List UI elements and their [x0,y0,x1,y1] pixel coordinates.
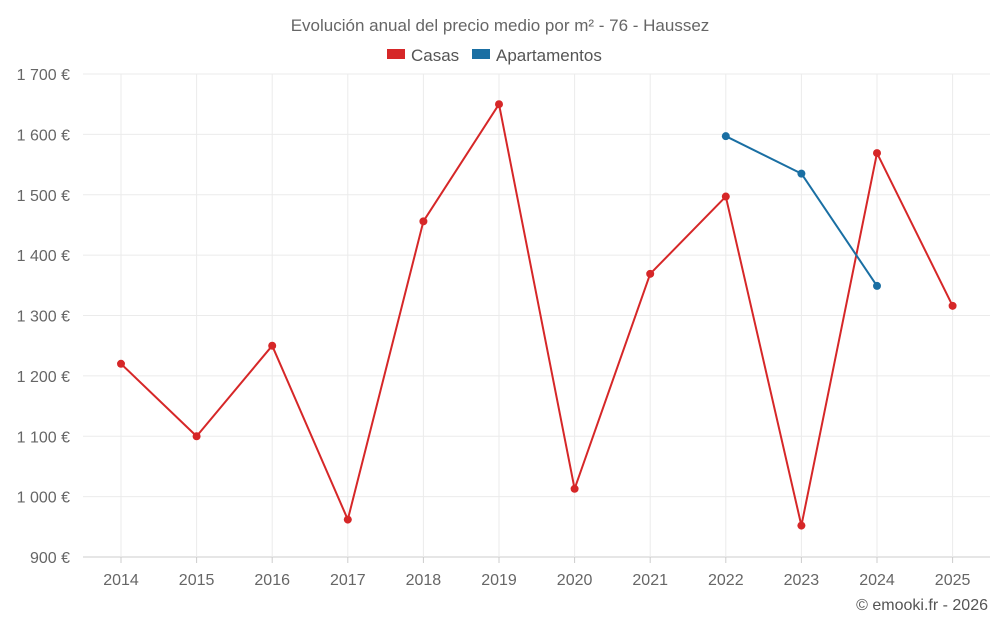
data-point-apartamentos-2023[interactable]: Apartamentos 2023: 1535 € [797,169,806,178]
credit-text: © emooki.fr - 2026 [856,597,988,614]
data-point-casas-2018[interactable]: Casas 2018: 1456 € [419,217,428,226]
legend-label-casas: Casas [411,46,459,65]
x-tick-label: 2020 [557,572,593,589]
y-tick-label: 1 100 € [17,429,70,446]
series-line-casas [120,103,954,527]
x-tick-label: 2023 [784,572,820,589]
x-tick-label: 2025 [935,572,971,589]
x-tick-label: 2014 [103,572,139,589]
data-point-casas-2014[interactable]: Casas 2014: 1220 € [117,359,125,368]
y-tick-label: 1 400 € [17,248,70,265]
y-tick-label: 900 € [30,550,70,567]
legend-swatch-apartamentos [472,49,490,59]
x-gridlines [120,74,954,557]
x-tick-label: 2018 [406,572,442,589]
legend-item-apartamentos[interactable]: Apartamentos [472,46,602,65]
data-point-apartamentos-2024[interactable]: Apartamentos 2024: 1349 € [873,281,881,290]
x-tick-label: 2015 [179,572,215,589]
x-tick-label: 2024 [859,572,895,589]
y-tick-label: 1 500 € [17,188,70,205]
y-tick-label: 1 600 € [17,127,70,144]
x-tick-label: 2017 [330,572,366,589]
x-tick-label: 2019 [481,572,517,589]
data-point-casas-2020[interactable]: Casas 2020: 1013 € [570,484,579,493]
legend-label-apartamentos: Apartamentos [496,46,602,65]
x-axis: 2014 2015 2016 2017 2018 2019 2020 2021 2022 2023… [103,557,970,589]
data-point-casas-2019[interactable]: Casas 2019: 1650 € [495,100,503,109]
x-tick-label: 2021 [632,572,668,589]
data-point-casas-2023[interactable]: Casas 2023: 952 € [797,521,806,530]
y-gridlines [83,73,990,558]
data-point-casas-2024[interactable]: Casas 2024: 1569 € [873,149,881,158]
y-tick-label: 1 300 € [17,309,70,326]
legend-swatch-casas [387,49,405,59]
data-point-apartamentos-2022[interactable]: Apartamentos 2022: 1597 € [721,132,730,141]
chart-title: Evolución anual del precio medio por m² … [291,16,710,35]
data-point-casas-2017[interactable]: Casas 2017: 962 € [343,515,352,524]
legend: Casas Apartamentos [387,46,602,65]
x-tick-label: 2016 [254,572,290,589]
data-point-casas-2016[interactable]: Casas 2016: 1250 € [268,341,277,350]
data-point-casas-2022[interactable]: Casas 2022: 1497 € [721,192,730,201]
y-tick-label: 1 200 € [17,369,70,386]
data-point-casas-2021[interactable]: Casas 2021: 1369 € [646,269,655,278]
y-axis: 900 € 1 000 € 1 100 € 1 200 € 1 300 € 1 400 €… [17,67,70,567]
x-tick-label: 2022 [708,572,744,589]
y-tick-label: 1 000 € [17,490,70,507]
data-point-casas-2025[interactable]: Casas 2025: 1316 € [948,301,957,310]
y-tick-label: 1 700 € [17,67,70,84]
series-apartamentos: Apartamentos 2022: 1597 € Apartamentos 20… [721,132,881,290]
legend-item-casas[interactable]: Casas [387,46,459,65]
